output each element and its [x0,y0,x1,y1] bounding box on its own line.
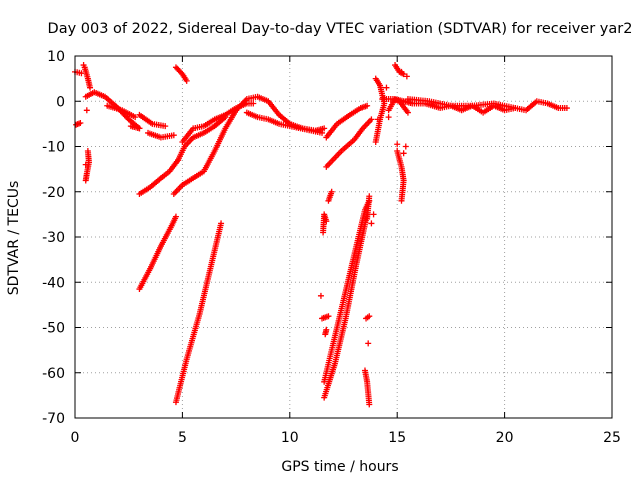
data-point [77,119,84,126]
data-point [400,150,407,157]
data-point [82,177,89,184]
x-tick-label: 20 [496,430,514,446]
data-point [317,292,324,299]
y-tick-label: 10 [47,49,65,65]
data-point [328,188,335,195]
data-point [321,125,328,132]
data-point [394,141,401,148]
y-tick-label: -70 [42,411,65,427]
y-axis-label: SDTVAR / TECUs [6,181,22,296]
data-point [385,114,392,121]
data-point [368,116,375,123]
data-point [368,220,375,227]
y-tick-label: -50 [42,321,65,337]
x-tick-label: 15 [388,430,406,446]
data-point [366,193,373,200]
x-tick-label: 25 [603,430,621,446]
chart-title: Day 003 of 2022, Sidereal Day-to-day VTE… [48,21,633,37]
data-point [366,401,373,408]
data-point [372,138,379,145]
data-point [323,326,330,333]
data-point [365,340,372,347]
data-point [319,129,326,136]
data-point [398,197,405,204]
data-point [132,114,139,121]
x-tick-label: 0 [71,430,80,446]
y-tick-label: -30 [42,230,65,246]
data-point [323,218,330,225]
data-point [325,313,332,320]
data-point [563,105,570,112]
x-tick-label: 10 [281,430,299,446]
y-tick-label: -20 [42,185,65,201]
data-point [250,100,257,107]
data-point [87,84,94,91]
x-axis-label: GPS time / hours [281,459,398,475]
x-axis-ticks: 0 5 10 15 20 25 [71,56,621,446]
data-point [364,102,371,109]
data-point [82,161,89,168]
data-point [136,125,143,132]
y-tick-label: 0 [56,94,65,110]
data-point [374,116,381,123]
data-point [80,62,87,69]
data-point [183,77,190,84]
data-points [72,62,570,408]
data-point [398,68,405,75]
data-point [366,313,373,320]
y-axis-ticks: 10 0 -10 -20 -30 -40 -50 -60 -70 [42,49,612,427]
y-tick-label: -60 [42,366,65,382]
data-point [403,73,410,80]
data-point [383,84,390,91]
data-point [512,105,519,112]
data-point [170,132,177,139]
data-point [218,220,225,227]
y-tick-label: -40 [42,275,65,291]
data-point [404,109,411,116]
data-point [162,123,169,130]
data-point [83,107,90,114]
y-tick-label: -10 [42,140,65,156]
data-point [370,211,377,218]
x-tick-label: 5 [178,430,187,446]
data-point [402,143,409,150]
data-point [172,213,179,220]
